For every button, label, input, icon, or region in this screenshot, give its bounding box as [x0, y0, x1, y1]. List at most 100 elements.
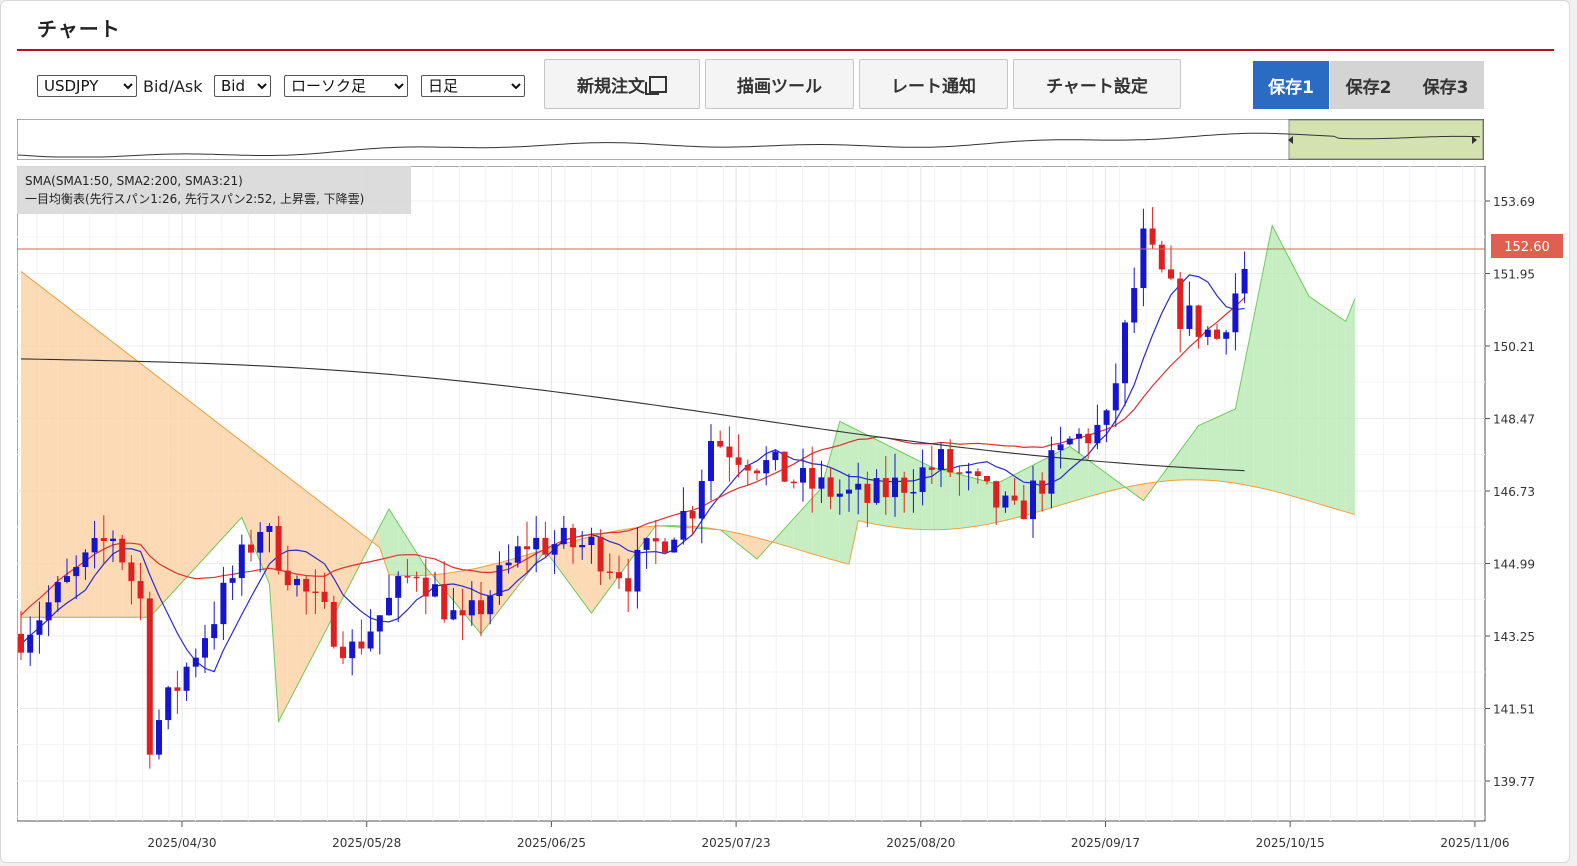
candle-body	[763, 460, 770, 474]
ichimoku-cloud-segment	[214, 420, 224, 548]
candle-body	[238, 544, 245, 579]
ichimoku-cloud-segment	[729, 531, 739, 545]
candle-body	[662, 541, 668, 553]
save2-tab[interactable]: 保存2	[1330, 61, 1407, 109]
x-tick-label: 2025/07/23	[702, 836, 771, 850]
ichimoku-cloud-segment	[876, 439, 886, 527]
candle-body	[330, 601, 337, 647]
candle-body	[643, 538, 650, 550]
draw-tool-button[interactable]: 描画ツール	[705, 59, 854, 109]
ichimoku-cloud-segment	[159, 377, 169, 608]
candle-body	[100, 538, 107, 542]
candle-body	[984, 476, 990, 482]
ichimoku-cloud-segment	[775, 528, 785, 546]
ichimoku-cloud-segment	[941, 469, 951, 530]
candle-body	[1241, 268, 1248, 294]
candle-body	[468, 600, 475, 616]
candle-body	[919, 467, 926, 492]
candle-body	[45, 602, 52, 621]
candle-body	[64, 576, 70, 583]
new-order-button[interactable]: 新規注文	[544, 59, 700, 109]
save3-tab[interactable]: 保存3	[1407, 61, 1484, 109]
chart-settings-button[interactable]: チャート設定	[1013, 59, 1181, 109]
new-order-label: 新規注文	[577, 76, 645, 97]
ichimoku-cloud-segment	[471, 567, 481, 634]
candle-body	[524, 546, 530, 550]
ichimoku-cloud-segment	[977, 479, 987, 526]
candle-body	[781, 451, 788, 482]
timeframe-select[interactable]: 日足	[421, 75, 525, 97]
navigator-right-handle-icon[interactable]	[1472, 136, 1477, 144]
price-chart[interactable]: 153.69 151.95 150.21 148.47 146.73 144.99 143.…	[17, 166, 1565, 856]
ichimoku-cloud-segment	[67, 306, 77, 618]
current-price-label: 152.60	[1504, 240, 1550, 255]
ichimoku-cloud-segment	[140, 363, 150, 618]
candle-body	[882, 478, 889, 498]
ichimoku-cloud-segment	[582, 536, 592, 614]
y-tick-label: 144.99	[1493, 558, 1535, 572]
ichimoku-cloud-segment	[1134, 483, 1144, 501]
candle-body	[505, 562, 512, 566]
candle-body	[597, 536, 604, 572]
candle-body	[450, 610, 457, 620]
current-price-badge	[1491, 234, 1563, 258]
ichimoku-cloud-segment	[968, 476, 978, 528]
symbol-select[interactable]: USDJPY	[37, 75, 137, 97]
ichimoku-cloud-segment	[628, 527, 638, 564]
navigator-range[interactable]	[1288, 119, 1484, 160]
ichimoku-cloud-segment	[839, 421, 849, 565]
ichimoku-cloud-segment	[812, 488, 822, 557]
candle-body	[1048, 450, 1055, 494]
ichimoku-cloud-segment	[1336, 315, 1346, 512]
candle-body	[54, 582, 61, 603]
ichimoku-cloud-segment	[784, 518, 794, 549]
candle-body	[367, 631, 374, 649]
ichimoku-cloud-segment	[149, 370, 159, 618]
candle-body	[864, 483, 871, 503]
ichimoku-cloud-segment	[637, 526, 647, 551]
candle-body	[570, 527, 576, 548]
candle-body	[487, 596, 494, 615]
candle-body	[560, 527, 567, 545]
candle-body	[698, 481, 705, 519]
candle-body	[1030, 480, 1036, 520]
navigator-strip[interactable]	[17, 119, 1484, 160]
ichimoku-cloud-segment	[444, 572, 454, 601]
chart-type-select[interactable]: ローソク足	[284, 75, 408, 97]
candle-body	[652, 538, 659, 542]
ichimoku-cloud-segment	[30, 278, 40, 618]
ichimoku-cloud-segment	[48, 292, 58, 618]
candle-body	[974, 471, 981, 477]
candle-body	[938, 449, 944, 470]
rate-alert-button[interactable]: レート通知	[859, 59, 1008, 109]
candle-body	[441, 584, 448, 620]
y-tick-label: 150.21	[1493, 340, 1535, 354]
candle-body	[248, 544, 254, 553]
candle-body	[846, 489, 852, 494]
candle-body	[303, 578, 310, 592]
candle-body	[836, 493, 843, 497]
candle-body	[386, 597, 392, 616]
candle-body	[1122, 322, 1128, 384]
y-tick-label: 151.95	[1493, 268, 1535, 282]
new-window-icon	[645, 75, 667, 95]
ichimoku-cloud-segment	[1180, 438, 1190, 480]
save1-tab[interactable]: 保存1	[1253, 61, 1329, 109]
candle-body	[146, 598, 153, 755]
navigator-left-handle-icon[interactable]	[1288, 136, 1293, 144]
candle-body	[606, 571, 613, 573]
candle-body	[551, 544, 558, 555]
candle-body	[1085, 433, 1092, 444]
ichimoku-cloud-segment	[1097, 466, 1107, 495]
ichimoku-cloud-segment	[1327, 308, 1337, 510]
bidask-select[interactable]: Bid	[214, 75, 271, 97]
ichimoku-cloud-segment	[1217, 413, 1227, 482]
sma1-line	[20, 297, 1246, 616]
candle-body	[625, 578, 632, 592]
candle-body	[211, 624, 218, 639]
ichimoku-cloud-segment	[931, 467, 941, 530]
ichimoku-cloud-segment	[205, 413, 215, 558]
ichimoku-cloud-segment	[39, 285, 49, 618]
candle-body	[91, 538, 98, 553]
